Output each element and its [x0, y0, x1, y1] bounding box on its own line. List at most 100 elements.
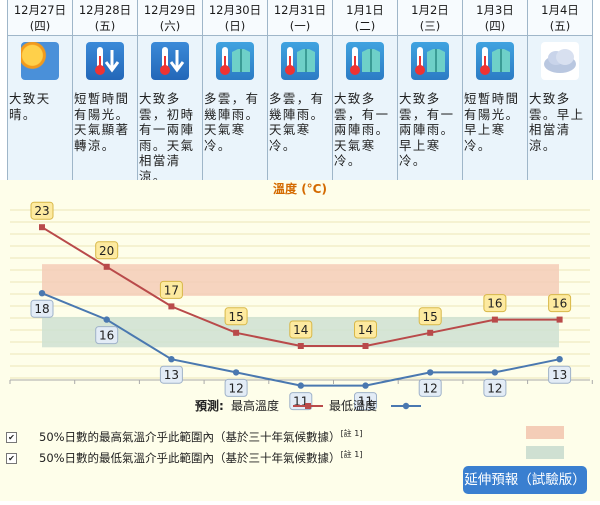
- max-temp-label: 16: [552, 297, 567, 311]
- min-temp-point: [362, 382, 369, 389]
- footnote-min-note[interactable]: [註 1]: [340, 450, 363, 459]
- min-temp-label-box: [548, 365, 572, 384]
- min-temp-point: [168, 356, 175, 363]
- cold-icon: [151, 42, 189, 80]
- min-temp-label: 12: [228, 381, 243, 395]
- min-temp-point: [427, 369, 434, 376]
- footnote-max-text: 50%日數的最高氣溫介乎此範圍內（基於三十年氣候數據）: [39, 429, 341, 444]
- max-temp-label-box: [95, 241, 119, 260]
- max-temp-label: 16: [487, 297, 502, 311]
- day-of-week: (四): [29, 19, 51, 33]
- day-description: 短暫時間有陽光。早上寒冷。: [464, 91, 520, 153]
- max-temp-label: 14: [293, 323, 308, 337]
- max-temp-label-box: [548, 294, 572, 313]
- max-temp-point: [168, 303, 175, 310]
- cold-icon: [86, 42, 124, 80]
- min-temp-label-box: [159, 365, 183, 384]
- forecast-day: 12月27日 (四) 大致天晴。: [8, 0, 73, 180]
- max-temp-label-box: [289, 320, 313, 339]
- day-header: 12月30日 (日): [203, 0, 267, 36]
- cold-jacket-icon: [476, 42, 514, 80]
- chart-title: 溫度 (°C): [273, 181, 327, 196]
- min-temp-label: 12: [487, 381, 502, 395]
- day-description: 短暫時間有陽光。天氣顯著轉涼。: [74, 91, 130, 153]
- max-range-checkbox[interactable]: ✔: [6, 431, 17, 443]
- max-temp-point: [233, 329, 240, 336]
- min-temp-point: [556, 356, 563, 363]
- day-date: 12月27日: [13, 3, 67, 17]
- min-temp-label-box: [30, 299, 54, 318]
- min-range-checkbox[interactable]: ✔: [6, 452, 17, 464]
- min-temp-point: [38, 290, 46, 297]
- legend-min-label: 最低溫度: [329, 398, 377, 413]
- day-description: 多雲，有幾陣雨。天氣寒冷。: [204, 91, 260, 153]
- day-date: 12月31日: [273, 3, 327, 17]
- forecast-day: 1月3日 (四) 短暫時間有陽光。早上寒冷。: [463, 0, 528, 180]
- footnote-min: ✔ 50%日數的最低氣溫介乎此範圍內（基於三十年氣候數據）[註 1]: [6, 449, 362, 466]
- max-temp-label: 15: [228, 310, 243, 324]
- day-header: 12月27日 (四): [8, 0, 72, 36]
- day-date: 12月28日: [78, 3, 132, 17]
- forecast-day: 1月2日 (三) 大致多雲，有一兩陣雨。早上寒冷。: [398, 0, 463, 180]
- day-of-week: (三): [419, 19, 441, 33]
- forecast-day: 12月28日 (五) 短暫時間有陽光。天氣顯著轉涼。: [73, 0, 138, 180]
- footnote-max: ✔ 50%日數的最高氣溫介乎此範圍內（基於三十年氣候數據）[註 1]: [6, 428, 362, 445]
- forecast-table: 12月27日 (四) 大致天晴。 12月28日 (五) 短暫時間有陽光。天氣顯著轉涼。 12…: [7, 0, 593, 184]
- legend-max-label: 最高溫度: [231, 398, 279, 413]
- max-temp-point: [427, 329, 434, 336]
- min-temp-point: [103, 316, 110, 323]
- legend-max-marker: [305, 403, 311, 409]
- day-header: 1月2日 (三): [398, 0, 462, 36]
- day-date: 1月3日: [476, 3, 514, 17]
- max-temp-label-box: [418, 307, 442, 326]
- forecast-day: 1月4日 (五) 大致多雲。早上相當清涼。: [528, 0, 593, 180]
- forecast-day: 12月31日 (一) 多雲，有幾陣雨。天氣寒冷。: [268, 0, 333, 180]
- day-of-week: (日): [224, 19, 246, 33]
- min-temp-label-box: [95, 326, 119, 345]
- min-temp-point: [232, 369, 240, 376]
- max-temp-point: [39, 224, 45, 231]
- footnote-max-note[interactable]: [註 1]: [340, 429, 363, 438]
- max-temp-label: 15: [423, 310, 438, 324]
- day-header: 1月1日 (二): [333, 0, 397, 36]
- max-range-band: [42, 264, 559, 296]
- min-temp-label-box: [354, 392, 377, 411]
- min-temp-label: 11: [358, 395, 373, 409]
- day-of-week: (五): [549, 19, 571, 33]
- max-temp-label-box: [30, 201, 54, 220]
- day-description: 大致多雲，有一兩陣雨。天氣寒冷。: [334, 91, 390, 168]
- max-temp-label: 23: [34, 204, 49, 218]
- max-temp-label: 14: [358, 323, 373, 337]
- max-temp-label-box: [354, 320, 377, 339]
- min-range-swatch: [526, 446, 564, 459]
- min-temp-label-box: [483, 378, 507, 397]
- day-description: 大致多雲。早上相當清涼。: [529, 91, 585, 153]
- max-temp-label: 17: [164, 283, 179, 297]
- cold-jacket-icon: [346, 42, 384, 80]
- cold-jacket-icon: [216, 42, 254, 80]
- min-temp-label: 12: [423, 381, 438, 395]
- max-temp-label-box: [224, 307, 248, 326]
- max-range-swatch: [526, 426, 564, 439]
- forecast-day: 12月30日 (日) 多雲，有幾陣雨。天氣寒冷。: [203, 0, 268, 180]
- cloudy-icon: [541, 42, 579, 80]
- max-temp-point: [556, 316, 563, 323]
- day-description: 多雲，有幾陣雨。天氣寒冷。: [269, 91, 325, 153]
- day-date: 1月1日: [346, 3, 384, 17]
- max-temp-point: [103, 263, 110, 270]
- day-header: 1月3日 (四): [463, 0, 527, 36]
- day-of-week: (二): [354, 19, 376, 33]
- day-header: 12月28日 (五): [73, 0, 137, 36]
- extended-forecast-button[interactable]: 延伸預報（試驗版）: [463, 466, 587, 494]
- min-temp-label: 13: [552, 368, 567, 382]
- day-description: 大致多雲，有一兩陣雨。早上寒冷。: [399, 91, 455, 168]
- legend-prefix: 預測:: [195, 398, 224, 413]
- max-temp-point: [362, 343, 369, 349]
- max-temp-label-box: [159, 280, 183, 299]
- day-date: 1月4日: [541, 3, 579, 17]
- min-temp-label: 18: [34, 302, 49, 316]
- max-temp-point: [297, 343, 304, 349]
- temperature-chart: 溫度 (°C) 23 20 17 15 14 14 15 16 16 18 16 13 12 11 11 12 1…: [0, 180, 600, 501]
- cold-jacket-icon: [411, 42, 449, 80]
